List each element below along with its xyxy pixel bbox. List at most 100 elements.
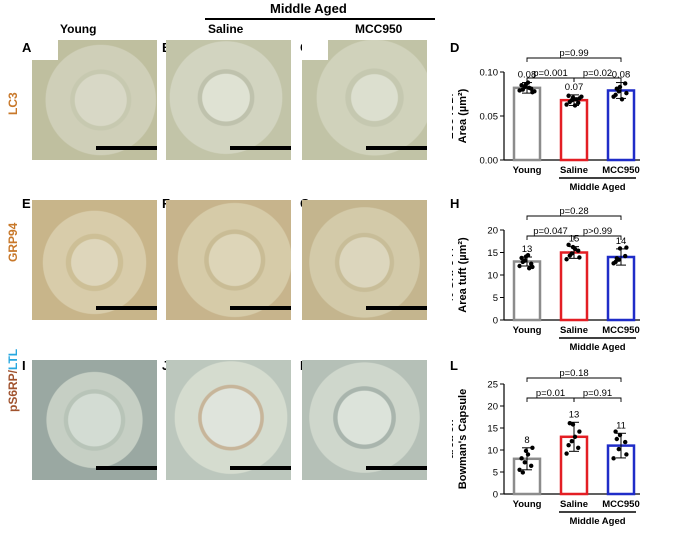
bar	[512, 86, 542, 162]
row-label-grp94: GRP94	[6, 222, 20, 262]
column-header-saline: Saline	[208, 22, 244, 36]
value-label: 13	[522, 244, 533, 255]
data-point	[613, 259, 618, 265]
p-value-label: p=0.99	[559, 48, 588, 59]
panel-letter-e: E	[22, 196, 31, 211]
y-axis-label: area on	[452, 419, 456, 458]
data-point	[527, 266, 532, 271]
category-label: Saline	[560, 165, 588, 176]
y-axis-label: Area (µm²)	[457, 88, 469, 143]
data-point	[529, 463, 534, 469]
y-tick-label: 0	[493, 490, 498, 501]
data-point	[567, 420, 572, 426]
micrograph-grp94-saline	[166, 200, 291, 320]
category-label: Young	[513, 165, 542, 176]
data-point	[572, 246, 578, 252]
p-value-label: p=0.02	[583, 68, 612, 79]
data-point	[567, 253, 572, 258]
y-tick-label: 5	[493, 293, 498, 304]
bar	[606, 255, 636, 322]
y-tick-label: 0.00	[480, 156, 499, 167]
y-axis-label: Area tuft (µm²)	[457, 237, 469, 313]
data-point	[532, 89, 537, 94]
data-point	[519, 83, 524, 88]
data-point	[623, 253, 628, 259]
micrograph-ps6rp-young	[32, 360, 157, 480]
comparison-bracket	[526, 57, 622, 62]
category-label: Young	[513, 499, 542, 510]
panel-letter-d: D	[450, 40, 460, 55]
micrograph-lc3-mcc950	[302, 40, 427, 160]
micrograph-grp94-mcc950	[302, 200, 427, 320]
data-point	[564, 451, 569, 456]
p-value-label: p=0.047	[533, 226, 568, 237]
data-point	[520, 87, 525, 92]
data-point	[572, 103, 578, 108]
bar	[559, 98, 589, 162]
scale-bar	[96, 306, 157, 310]
data-point	[566, 442, 571, 448]
data-point	[566, 242, 571, 248]
data-point	[623, 81, 628, 86]
group-header-middle-aged: Middle Aged	[270, 1, 347, 16]
data-point	[517, 263, 522, 269]
data-point	[522, 460, 527, 465]
category-label: Saline	[560, 499, 588, 510]
row-label-ltl: LTL	[6, 348, 20, 370]
p-value-label: p=0.28	[559, 206, 588, 217]
data-point	[519, 255, 524, 261]
value-label: 0.08	[612, 70, 631, 81]
y-tick-label: 25	[487, 380, 498, 391]
row-label-lc3: LC3	[6, 92, 20, 115]
data-point	[624, 245, 629, 250]
data-point	[525, 452, 531, 457]
y-tick-label: 10	[487, 271, 498, 282]
category-label: MCC950	[602, 499, 640, 510]
comparison-bracket	[573, 397, 622, 402]
micrograph-ps6rp-saline	[166, 360, 291, 480]
y-tick-label: 20	[487, 402, 498, 413]
data-point	[569, 439, 574, 444]
data-point	[577, 429, 582, 434]
row-label-ps6rp-ltl: pS6RP/LTL	[6, 349, 20, 412]
data-point	[611, 456, 616, 461]
panel-letter-l: L	[450, 358, 458, 373]
data-point	[530, 445, 535, 450]
comparison-bracket	[573, 235, 622, 240]
data-point	[617, 432, 623, 438]
data-point	[577, 255, 582, 260]
panel-letter-f: F	[162, 196, 170, 211]
bar	[559, 251, 589, 322]
y-tick-label: 15	[487, 248, 498, 259]
group-header-rule	[205, 18, 435, 20]
value-label: 0.08	[518, 70, 537, 81]
data-point	[614, 86, 619, 91]
data-point	[579, 94, 584, 99]
panel-letter-a: A	[22, 40, 32, 55]
scale-bar	[230, 306, 291, 310]
data-point	[572, 434, 578, 439]
row-label-ps6rp: pS6RP/	[6, 369, 20, 412]
chart-h-grp94: % GRP94 /Area tuft (µm²) 0 5 10 15 20 13 Young 1…	[452, 206, 640, 353]
data-point	[566, 93, 571, 98]
data-point	[517, 467, 522, 472]
micrograph-ps6rp-mcc950	[302, 360, 427, 480]
data-point	[613, 429, 618, 434]
data-point	[527, 85, 532, 91]
group-label: Middle Aged	[569, 182, 625, 193]
scale-bar	[366, 146, 427, 150]
y-tick-label: 5	[493, 468, 498, 479]
comparison-bracket	[573, 77, 622, 82]
data-point	[576, 100, 581, 105]
data-point	[616, 446, 621, 452]
data-point	[520, 470, 525, 475]
y-axis-label: Bowman's Capsule	[457, 389, 469, 489]
group-label: Middle Aged	[569, 516, 625, 527]
chart-d-lc3: LC3 IOD/Area (µm²) 0.00 0.05 0.10 0.08 Young 0…	[452, 48, 640, 193]
scale-bar	[366, 306, 427, 310]
y-tick-label: 10	[487, 446, 498, 457]
micrograph-lc3-saline	[166, 40, 291, 160]
data-point	[617, 84, 623, 90]
data-point	[624, 452, 629, 457]
